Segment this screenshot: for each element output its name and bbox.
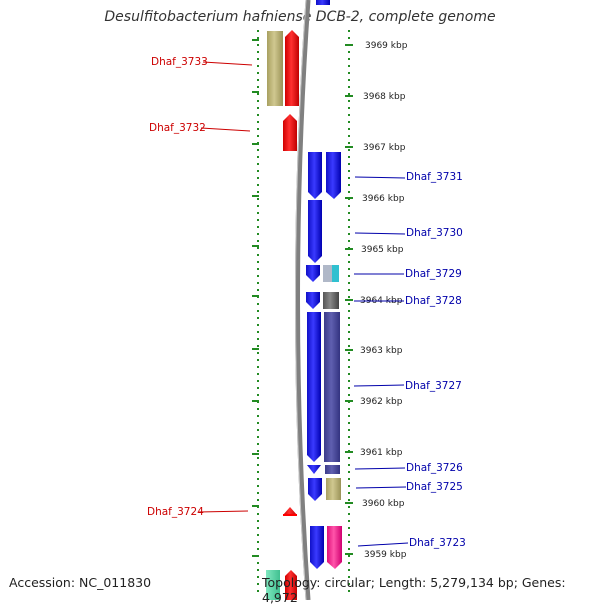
gene-dhaf-3725[interactable]	[308, 478, 322, 501]
scale-label: 3963 kbp	[360, 346, 403, 356]
cog-feature[interactable]	[266, 570, 280, 600]
gene-label-dhaf-3723[interactable]: Dhaf_3723	[409, 537, 466, 549]
gene-dhaf-3723[interactable]	[310, 526, 324, 569]
reverse-strand-genes	[266, 30, 299, 600]
cog-feature[interactable]	[326, 152, 341, 199]
gene-feature-partial[interactable]	[285, 570, 297, 600]
gene-label-dhaf-3729[interactable]: Dhaf_3729	[405, 268, 462, 280]
scale-label: 3959 kbp	[364, 550, 407, 560]
topology-label: Topology: circular; Length: 5,279,134 bp…	[262, 575, 566, 605]
gene-dhaf-3730[interactable]	[308, 200, 322, 263]
scale-label: 3968 kbp	[363, 92, 406, 102]
major-ticks	[252, 39, 353, 557]
gene-label-dhaf-3727[interactable]: Dhaf_3727	[405, 380, 462, 392]
cog-feature[interactable]	[326, 478, 341, 500]
gene-label-dhaf-3725[interactable]: Dhaf_3725	[406, 481, 463, 493]
gene-dhaf-3733[interactable]	[285, 30, 299, 106]
right-gene-labels: Dhaf_3731 Dhaf_3730 Dhaf_3729 Dhaf_3728 …	[405, 171, 466, 549]
cog-feature[interactable]	[324, 312, 340, 462]
scale-label: 3966 kbp	[362, 194, 405, 204]
gene-dhaf-3728[interactable]	[306, 292, 320, 309]
gene-label-dhaf-3726[interactable]: Dhaf_3726	[406, 462, 463, 474]
scale-label: 3965 kbp	[361, 245, 404, 255]
scale-label: 3969 kbp	[365, 41, 408, 51]
cog-feature[interactable]	[327, 526, 342, 569]
cog-feature[interactable]	[325, 465, 340, 474]
genome-title: Desulfitobacterium hafniense DCB-2, comp…	[104, 9, 496, 25]
forward-strand-genes	[306, 152, 342, 569]
gene-dhaf-3732[interactable]	[283, 114, 297, 151]
gene-dhaf-3724[interactable]	[283, 507, 297, 515]
scale-label: 3967 kbp	[363, 143, 406, 153]
scale-label: 3960 kbp	[362, 499, 405, 509]
gene-dhaf-3727[interactable]	[307, 312, 321, 462]
gene-feature-partial[interactable]	[316, 0, 330, 5]
gene-label-dhaf-3730[interactable]: Dhaf_3730	[406, 227, 463, 239]
gene-label-dhaf-3732[interactable]: Dhaf_3732	[149, 122, 206, 134]
cog-feature[interactable]	[267, 31, 283, 106]
gene-dhaf-3726[interactable]	[307, 465, 321, 474]
cog-feature[interactable]	[323, 292, 339, 309]
accession-label: Accession: NC_011830	[9, 575, 152, 590]
gene-dhaf-3729[interactable]	[306, 265, 320, 282]
gene-label-dhaf-3733[interactable]: Dhaf_3733	[151, 56, 208, 68]
genome-backbone	[295, 0, 311, 600]
left-gene-labels: Dhaf_3733 Dhaf_3732 Dhaf_3724	[147, 56, 208, 518]
gene-dhaf-3731[interactable]	[308, 152, 322, 199]
gene-label-dhaf-3724[interactable]: Dhaf_3724	[147, 506, 204, 518]
leader-lines	[198, 61, 409, 547]
scale-label: 3961 kbp	[360, 448, 403, 458]
gene-label-dhaf-3728[interactable]: Dhaf_3728	[405, 295, 462, 307]
gene-label-dhaf-3731[interactable]: Dhaf_3731	[406, 171, 463, 183]
scale-label: 3962 kbp	[360, 397, 403, 407]
